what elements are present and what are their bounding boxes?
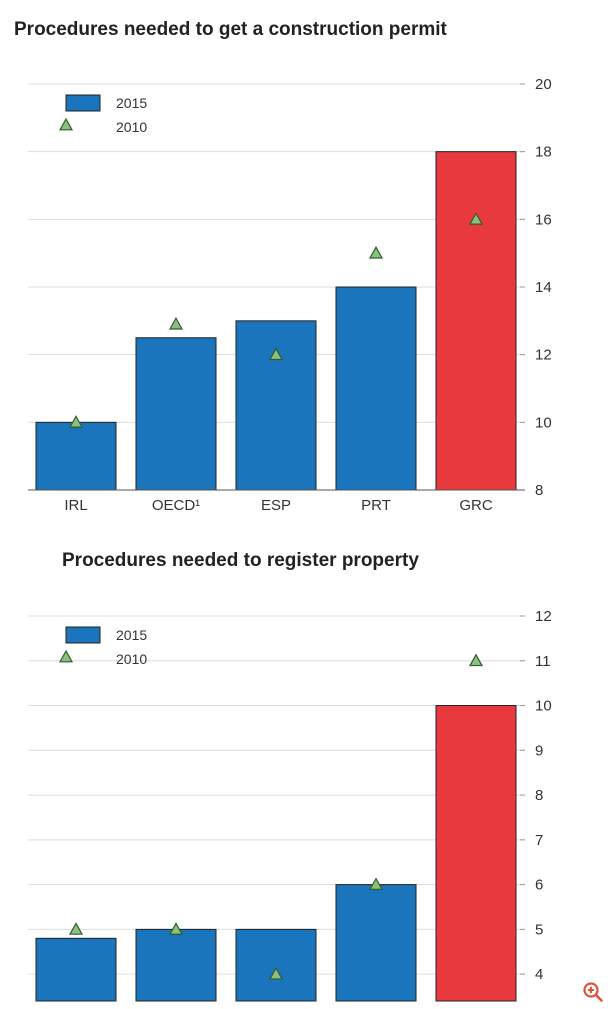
legend-label-2010: 2010 (116, 119, 147, 135)
category-label: OECD¹ (152, 497, 200, 514)
marker-2010-irl (68, 922, 84, 935)
bar-2015-grc (435, 151, 517, 491)
y-tick-label: 10 (535, 414, 552, 431)
legend-swatch-2015 (65, 626, 101, 644)
chart-construction-permit: 8 10 12 14 16 18 20 IRL OECD¹ ESP PRT GRC 2015 2010 (28, 76, 552, 514)
y-tick-label: 10 (535, 698, 552, 715)
legend-label-2010: 2010 (116, 651, 147, 667)
y-tick-label: 9 (535, 742, 543, 759)
legend-label-2015: 2015 (116, 95, 147, 111)
category-label: ESP (261, 497, 291, 514)
y-tick-label: 18 (535, 144, 552, 161)
bar-2015-irl (35, 937, 117, 1002)
category-label: IRL (64, 497, 87, 514)
category-label: PRT (361, 497, 391, 514)
chart-title-construction-permit: Procedures needed to get a construction … (14, 19, 447, 40)
y-tick-label: 6 (535, 877, 543, 894)
bar-2015-oecd (135, 337, 217, 491)
y-tick-label: 12 (535, 608, 552, 625)
y-tick-label: 4 (535, 966, 543, 983)
y-tick-label: 5 (535, 921, 543, 938)
legend-label-2015: 2015 (116, 627, 147, 643)
marker-2010-prt (368, 877, 384, 891)
marker-2010-grc (468, 653, 484, 667)
y-tick-label: 8 (535, 787, 543, 804)
marker-2010-oecd (168, 922, 184, 935)
chart-title-register-property: Procedures needed to register property (62, 550, 419, 571)
y-tick-label: 14 (535, 279, 552, 296)
bar-2015-oecd (135, 928, 217, 1002)
category-label: GRC (459, 497, 493, 514)
y-tick-label: 11 (535, 653, 551, 670)
bar-2015-prt (335, 286, 417, 491)
bar-2015-grc (435, 705, 517, 1002)
legend-swatch-2015 (65, 94, 101, 112)
y-tick-label: 7 (535, 832, 543, 849)
marker-2010-prt (368, 245, 384, 259)
y-tick-label: 12 (535, 347, 552, 364)
bar-2015-prt (335, 884, 417, 1002)
marker-2010-grc (468, 212, 484, 225)
y-tick-label: 8 (535, 482, 543, 499)
zoom-in-icon[interactable] (582, 981, 604, 1003)
marker-2010-oecd (168, 316, 184, 330)
marker-2010-esp (268, 966, 284, 980)
marker-2010-esp (268, 347, 284, 361)
bar-2015-esp (235, 928, 317, 1002)
y-tick-label: 20 (535, 76, 552, 93)
legend-marker-2010 (58, 117, 74, 131)
y-tick-label: 16 (535, 211, 552, 228)
marker-2010-irl (68, 415, 84, 428)
legend-marker-2010 (58, 649, 74, 663)
